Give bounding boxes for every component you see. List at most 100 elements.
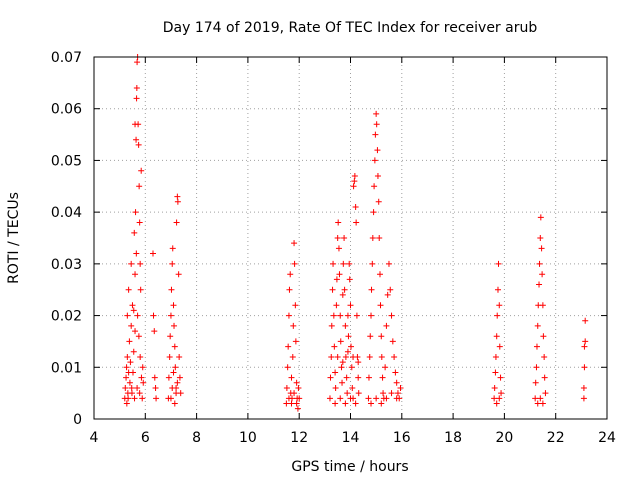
data-point bbox=[389, 338, 396, 345]
data-point bbox=[338, 364, 345, 371]
data-point bbox=[288, 374, 295, 381]
data-point bbox=[133, 85, 140, 92]
y-tick-label: 0.06 bbox=[51, 102, 82, 118]
data-point bbox=[165, 374, 172, 381]
data-point bbox=[375, 198, 382, 205]
data-point bbox=[149, 250, 156, 257]
data-point bbox=[397, 384, 404, 391]
data-point bbox=[130, 348, 137, 355]
data-point bbox=[134, 312, 141, 319]
data-point bbox=[335, 245, 342, 252]
data-point bbox=[376, 235, 383, 241]
data-point bbox=[328, 322, 335, 329]
data-point bbox=[170, 302, 177, 309]
data-point bbox=[135, 333, 142, 340]
data-point bbox=[355, 374, 362, 381]
data-point bbox=[128, 390, 135, 397]
data-point bbox=[292, 338, 299, 345]
data-point bbox=[289, 353, 296, 360]
data-point bbox=[368, 286, 375, 293]
data-point bbox=[167, 333, 174, 340]
data-point bbox=[174, 198, 181, 205]
data-point bbox=[369, 235, 376, 241]
chart-title: Day 174 of 2019, Rate Of TEC Index for r… bbox=[163, 20, 538, 36]
data-point bbox=[346, 260, 353, 267]
data-point bbox=[173, 390, 180, 397]
data-point bbox=[533, 364, 540, 371]
data-point bbox=[126, 379, 133, 386]
data-point bbox=[373, 121, 380, 128]
data-point bbox=[326, 395, 333, 402]
data-point bbox=[140, 379, 147, 386]
data-point bbox=[538, 245, 545, 252]
data-point bbox=[347, 395, 354, 402]
data-point bbox=[353, 312, 360, 319]
data-point bbox=[536, 260, 543, 267]
data-point bbox=[137, 260, 144, 267]
data-point bbox=[171, 400, 178, 407]
data-point bbox=[537, 214, 544, 221]
data-point bbox=[285, 395, 292, 402]
x-tick-label: 16 bbox=[393, 430, 411, 446]
data-point bbox=[175, 271, 182, 278]
data-point bbox=[283, 384, 290, 391]
data-point bbox=[371, 183, 378, 190]
data-point bbox=[136, 183, 143, 190]
data-point bbox=[378, 353, 385, 360]
data-point bbox=[332, 400, 339, 407]
data-point bbox=[137, 353, 144, 360]
x-tick-label: 20 bbox=[495, 430, 513, 446]
data-point bbox=[581, 364, 588, 371]
data-point bbox=[127, 359, 134, 366]
data-point bbox=[373, 395, 380, 402]
y-tick-label: 0.05 bbox=[51, 153, 82, 169]
data-point bbox=[352, 400, 359, 407]
data-point bbox=[290, 322, 297, 329]
data-point bbox=[342, 353, 349, 360]
data-point bbox=[331, 343, 338, 350]
data-point bbox=[341, 286, 348, 293]
data-point bbox=[371, 157, 378, 164]
data-point bbox=[495, 260, 502, 267]
data-point bbox=[540, 333, 547, 340]
data-point bbox=[378, 333, 385, 340]
data-point bbox=[383, 395, 390, 402]
data-point bbox=[293, 400, 300, 407]
data-point bbox=[133, 136, 140, 143]
data-point bbox=[372, 131, 379, 138]
data-point bbox=[333, 276, 340, 283]
data-point bbox=[288, 400, 295, 407]
data-point bbox=[350, 353, 357, 360]
x-tick-label: 18 bbox=[444, 430, 462, 446]
data-point bbox=[580, 384, 587, 391]
data-point bbox=[129, 302, 136, 309]
data-point bbox=[344, 390, 351, 397]
data-point bbox=[285, 343, 292, 350]
data-point bbox=[379, 374, 386, 381]
data-point bbox=[295, 384, 302, 391]
data-point bbox=[366, 353, 373, 360]
data-point bbox=[133, 95, 140, 102]
data-point bbox=[122, 384, 129, 391]
data-point bbox=[136, 390, 143, 397]
data-point bbox=[124, 353, 131, 360]
data-point bbox=[123, 400, 130, 407]
data-point bbox=[493, 333, 500, 340]
data-point bbox=[343, 374, 350, 381]
data-point bbox=[330, 312, 337, 319]
data-point bbox=[176, 374, 183, 381]
x-tick-label: 12 bbox=[290, 430, 308, 446]
data-point bbox=[346, 276, 353, 283]
data-point bbox=[134, 59, 141, 66]
data-point bbox=[353, 219, 360, 226]
data-point bbox=[394, 390, 401, 397]
data-point bbox=[491, 384, 498, 391]
data-point bbox=[173, 219, 180, 226]
data-point bbox=[352, 203, 359, 210]
data-point bbox=[348, 343, 355, 350]
data-point bbox=[167, 312, 174, 319]
x-tick-label: 22 bbox=[547, 430, 565, 446]
data-point bbox=[385, 260, 392, 267]
data-point bbox=[351, 178, 358, 185]
